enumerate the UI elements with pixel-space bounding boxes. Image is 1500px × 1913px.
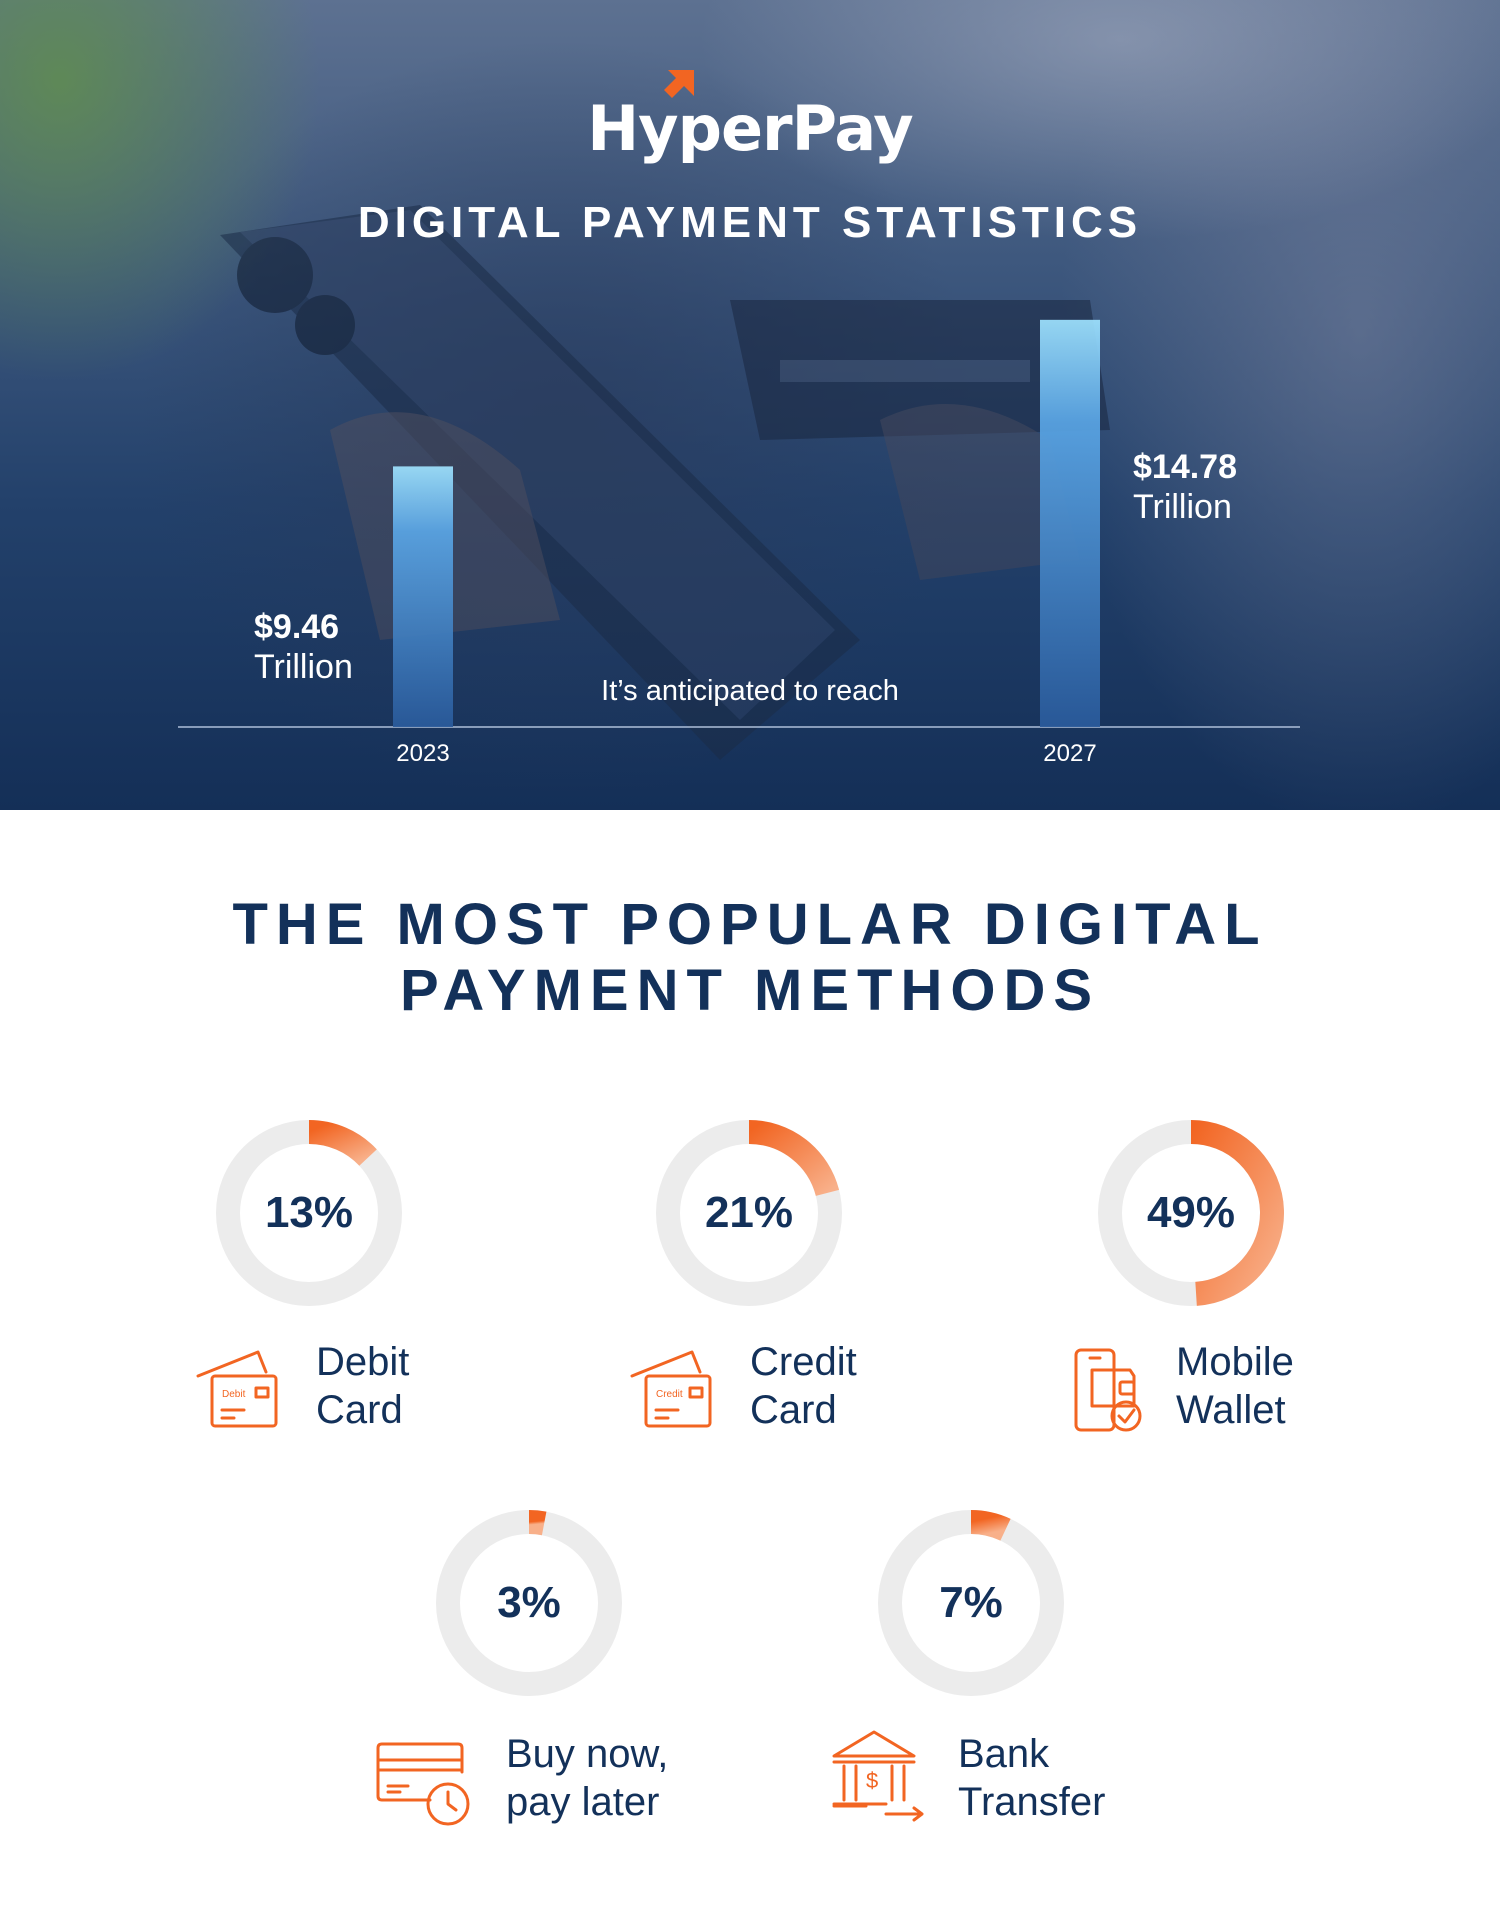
bank-transfer-icon: $ — [832, 1730, 924, 1822]
debit-card-icon: Debit — [196, 1350, 278, 1428]
donut-ring — [878, 1510, 1064, 1696]
hero-title: DIGITAL PAYMENT STATISTICS — [357, 198, 1143, 247]
hyperpay-logo: HyperPay — [587, 92, 913, 165]
bar-value-unit: Trillion — [254, 648, 353, 686]
donut-mobile-wallet: 49% — [1096, 1118, 1286, 1308]
methods-title-line: THE MOST POPULAR DIGITAL — [232, 892, 1268, 957]
hero-background-photo — [178, 205, 1300, 760]
x-tick-2023: 2023 — [396, 740, 450, 767]
method-label-credit-card: Credit Card — [750, 1338, 857, 1434]
donut-slice — [970, 1510, 1011, 1541]
bar-value-amount: $9.46 — [254, 608, 340, 646]
method-label-debit-card: Debit Card — [316, 1338, 409, 1434]
donut-bank-transfer: 7% — [876, 1508, 1066, 1698]
donut-percent: 7% — [939, 1578, 1003, 1627]
donut-slice — [748, 1120, 840, 1197]
hero-banner: HyperPay DIGITAL PAYMENT STATISTICS $9.4… — [0, 0, 1500, 810]
donut-percent: 13% — [264, 1188, 354, 1237]
method-label-line: Transfer — [958, 1780, 1106, 1824]
donut-buy-now-pay-later: 3% — [434, 1508, 624, 1698]
donut-slice — [1190, 1120, 1284, 1306]
logo-arrow-icon — [664, 70, 694, 98]
donut-slice — [308, 1120, 377, 1167]
donut-percent: 3% — [497, 1578, 561, 1627]
bar-label-2023: $9.46 Trillion — [254, 607, 353, 687]
donut-slice — [528, 1510, 547, 1536]
method-label-line: Mobile — [1176, 1340, 1294, 1384]
bar-2023 — [393, 466, 453, 727]
donut-percent: 49% — [1146, 1188, 1236, 1237]
credit-card-icon: Credit — [630, 1350, 712, 1428]
donut-ring — [656, 1120, 842, 1306]
donut-credit-card: 21% — [654, 1118, 844, 1308]
methods-title: THE MOST POPULAR DIGITAL PAYMENT METHODS — [0, 892, 1500, 1024]
bar-label-2027: $14.78 Trillion — [1133, 447, 1237, 527]
chart-callout: It’s anticipated to reach — [601, 675, 899, 707]
method-label-bank-transfer: Bank Transfer — [958, 1730, 1105, 1826]
icon-text: Debit — [222, 1389, 246, 1400]
donut-ring — [1098, 1120, 1284, 1306]
method-label-line: Buy now, — [506, 1732, 669, 1776]
method-label-mobile-wallet: Mobile Wallet — [1176, 1338, 1294, 1434]
bnpl-card-clock-icon — [376, 1742, 470, 1826]
donut-debit-card: 13% — [214, 1118, 404, 1308]
method-label-line: pay later — [506, 1780, 660, 1824]
method-label-buy-now-pay-later: Buy now, pay later — [506, 1730, 668, 1826]
bar-2027 — [1040, 319, 1100, 727]
mobile-wallet-icon — [1074, 1348, 1142, 1432]
bar-value-unit: Trillion — [1133, 488, 1232, 526]
donut-percent: 21% — [704, 1188, 794, 1237]
x-tick-2027: 2027 — [1043, 740, 1097, 767]
icon-text: Credit — [656, 1389, 683, 1400]
method-label-line: Card — [316, 1388, 403, 1432]
donut-ring — [216, 1120, 402, 1306]
method-label-line: Bank — [958, 1732, 1050, 1776]
method-label-line: Wallet — [1176, 1388, 1286, 1432]
method-label-line: Debit — [316, 1340, 410, 1384]
bar-value-amount: $14.78 — [1133, 448, 1237, 486]
icon-text: $ — [866, 1768, 878, 1793]
methods-title-line: PAYMENT METHODS — [399, 958, 1101, 1023]
method-label-line: Card — [750, 1388, 837, 1432]
method-label-line: Credit — [750, 1340, 857, 1384]
donut-ring — [436, 1510, 622, 1696]
